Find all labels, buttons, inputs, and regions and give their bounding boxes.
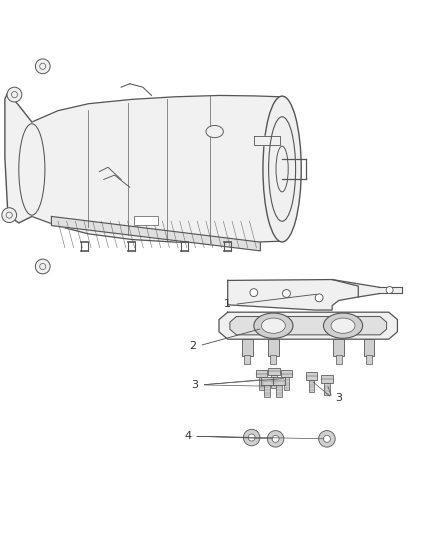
Circle shape (7, 87, 22, 102)
Bar (270, 355, 276, 365)
Bar (366, 355, 372, 365)
Bar (259, 377, 264, 390)
Circle shape (267, 431, 284, 447)
Bar (261, 377, 272, 385)
Ellipse shape (263, 96, 301, 242)
Polygon shape (228, 279, 358, 310)
Polygon shape (51, 216, 260, 251)
Bar (271, 375, 276, 387)
Bar (273, 377, 285, 385)
Bar (324, 383, 330, 395)
Text: 1: 1 (224, 300, 231, 309)
Ellipse shape (206, 125, 223, 138)
Circle shape (248, 434, 255, 441)
Circle shape (2, 208, 17, 223)
Circle shape (386, 287, 393, 294)
Polygon shape (219, 312, 397, 339)
Bar (284, 377, 289, 390)
FancyBboxPatch shape (134, 215, 158, 225)
Text: 3: 3 (335, 393, 342, 403)
Circle shape (35, 59, 50, 74)
Ellipse shape (331, 318, 355, 333)
Circle shape (35, 259, 50, 274)
Circle shape (250, 289, 258, 296)
Polygon shape (230, 317, 387, 335)
Polygon shape (378, 287, 402, 294)
Bar (268, 339, 279, 356)
Ellipse shape (261, 318, 286, 333)
Polygon shape (332, 279, 380, 297)
Bar (321, 375, 333, 383)
Bar (333, 339, 344, 356)
Bar (309, 379, 314, 392)
Text: 2: 2 (189, 341, 197, 351)
Polygon shape (254, 136, 280, 144)
Circle shape (319, 431, 335, 447)
Circle shape (323, 435, 330, 442)
Bar (364, 339, 374, 356)
Circle shape (315, 294, 323, 302)
Circle shape (283, 289, 290, 297)
Circle shape (272, 435, 279, 442)
Bar (336, 355, 342, 365)
Text: 4: 4 (184, 431, 191, 441)
Bar (264, 385, 269, 397)
Polygon shape (32, 95, 280, 242)
Text: 3: 3 (191, 380, 198, 390)
Bar (306, 372, 317, 379)
Bar (242, 339, 253, 356)
Circle shape (244, 429, 260, 446)
Bar (281, 370, 292, 377)
Polygon shape (5, 92, 32, 223)
Ellipse shape (323, 313, 363, 338)
Bar (256, 370, 267, 377)
Ellipse shape (254, 313, 293, 338)
Bar (268, 368, 279, 375)
Bar (276, 385, 282, 397)
Bar (244, 355, 251, 365)
